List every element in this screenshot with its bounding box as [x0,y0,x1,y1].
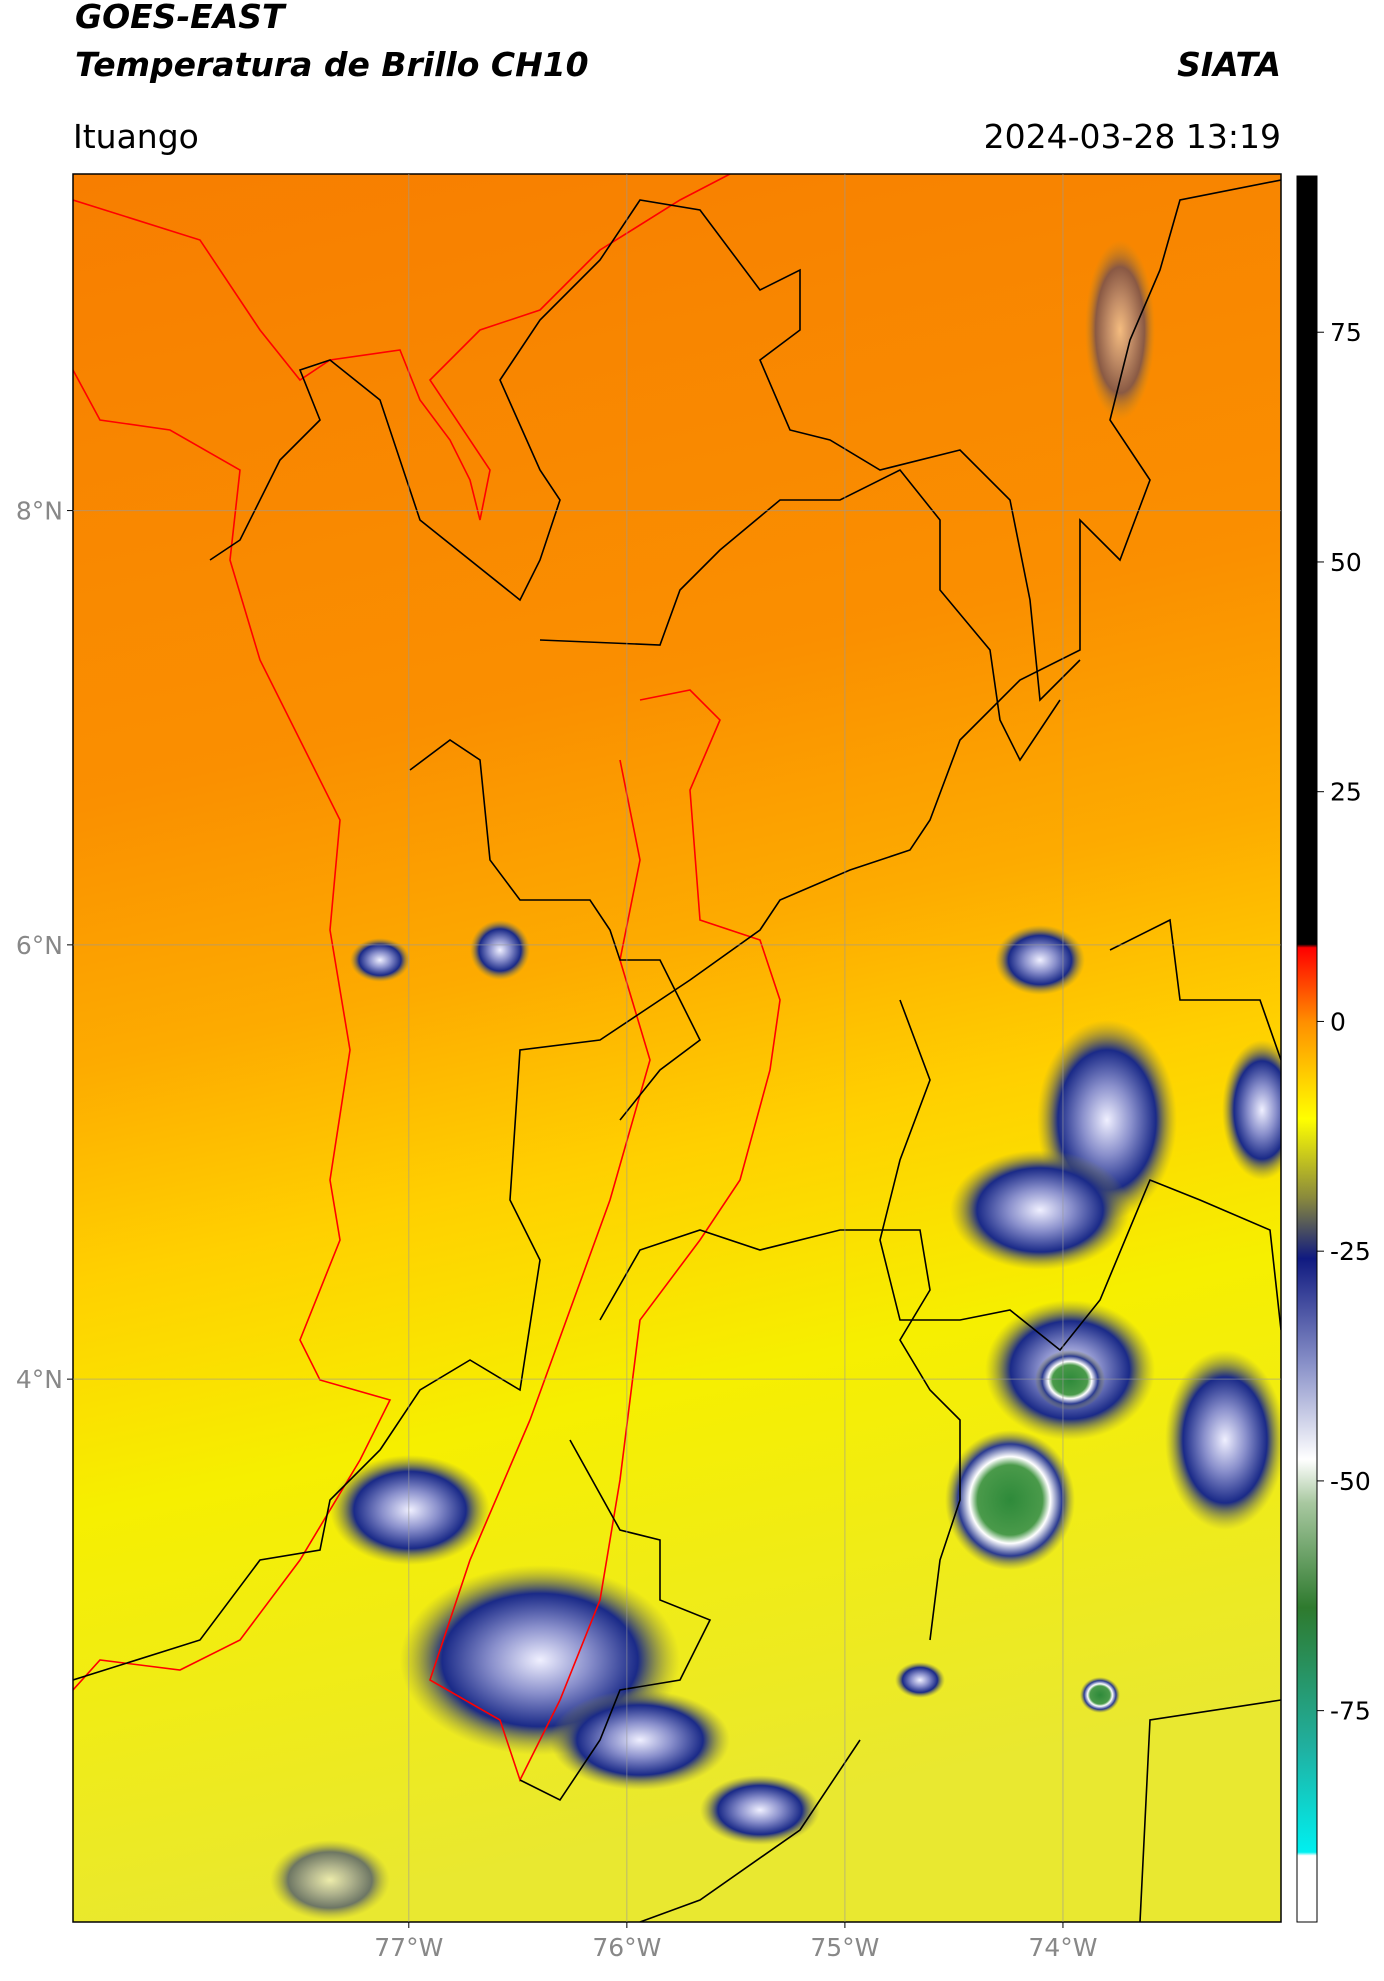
borders [73,174,1281,1922]
x-tick-label: 75°W [810,1933,879,1962]
colorbar-tick-label: 0 [1330,1007,1346,1036]
y-tick-label: 8°N [16,497,63,526]
datetime: 2024-03-28 13:19 [984,117,1281,156]
y-tick-label: 4°N [16,1365,63,1394]
colorbar-tick-label: -25 [1330,1237,1371,1266]
satellite: GOES-EAST [75,0,287,36]
colorbar-tick-label: 25 [1330,778,1362,807]
y-tick-label: 6°N [16,931,63,960]
x-tick-label: 76°W [592,1933,661,1962]
colorbar [1296,175,1318,1923]
map-frame [72,173,1282,1923]
map [73,174,1281,1922]
location: Ituango [73,117,199,156]
x-tick-label: 74°W [1028,1933,1097,1962]
colorbar-tick-label: -50 [1330,1467,1371,1496]
colorbar-tick-label: -75 [1330,1697,1371,1726]
product: Temperatura de Brillo CH10 [75,45,589,84]
colorbar-tick-label: 50 [1330,548,1362,577]
agency: SIATA [1177,45,1281,84]
x-tick-label: 77°W [374,1933,443,1962]
colorbar-tick-label: 75 [1330,318,1362,347]
